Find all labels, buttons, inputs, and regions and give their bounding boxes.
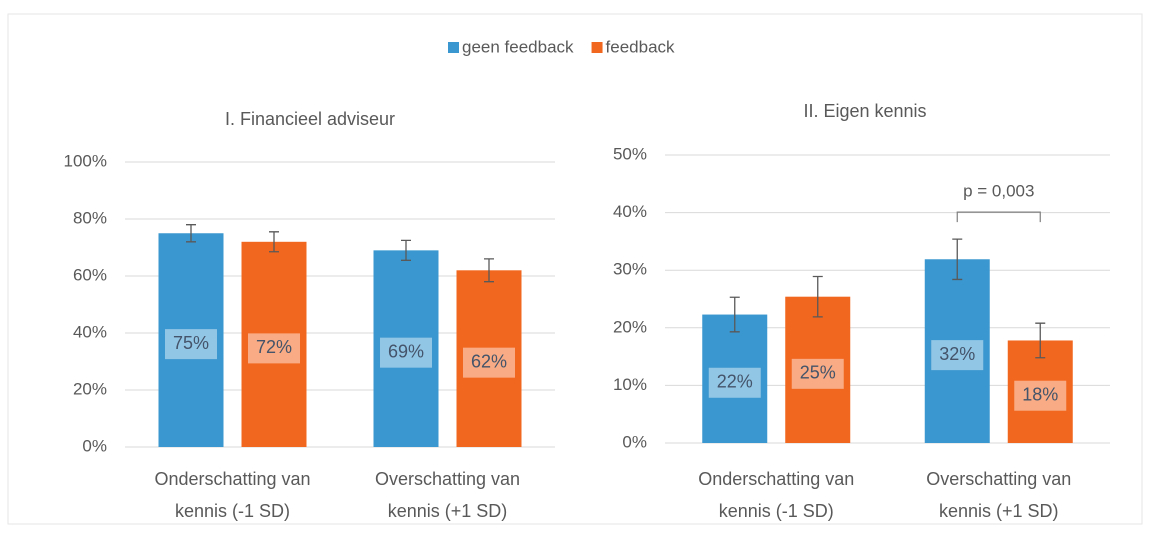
data-label: 32% bbox=[939, 344, 975, 364]
legend-label: geen feedback bbox=[462, 37, 574, 56]
data-label: 22% bbox=[717, 372, 753, 392]
legend-swatch bbox=[591, 42, 603, 53]
error-bar bbox=[401, 239, 411, 261]
data-label-bg bbox=[791, 358, 844, 389]
error-bar bbox=[729, 296, 740, 333]
error-bar bbox=[812, 275, 823, 318]
error-bar bbox=[484, 258, 494, 283]
y-tick-label: 40% bbox=[73, 322, 107, 341]
data-label: 18% bbox=[1022, 384, 1058, 404]
data-label-bg bbox=[708, 367, 761, 398]
data-label-bg bbox=[463, 347, 515, 378]
bar bbox=[702, 314, 768, 443]
bar bbox=[158, 233, 224, 447]
significance-bracket bbox=[956, 211, 1041, 223]
y-tick-label: 0% bbox=[82, 436, 107, 455]
data-label-bg bbox=[931, 340, 984, 371]
bar bbox=[241, 241, 307, 447]
x-tick-label: Onderschatting van bbox=[698, 469, 854, 489]
y-tick-label: 0% bbox=[622, 432, 647, 451]
x-tick-label: Overschatting van bbox=[926, 469, 1071, 489]
bar bbox=[785, 296, 851, 443]
y-tick-label: 20% bbox=[613, 317, 647, 336]
data-label-bg bbox=[1014, 380, 1067, 411]
y-tick-label: 20% bbox=[73, 379, 107, 398]
y-tick-label: 40% bbox=[613, 202, 647, 221]
x-tick-label: Overschatting van bbox=[375, 469, 520, 489]
data-label-bg bbox=[165, 329, 217, 360]
annotation: p = 0,003 bbox=[963, 182, 1034, 201]
y-tick-label: 80% bbox=[73, 208, 107, 227]
bar bbox=[456, 270, 522, 447]
x-tick-label: kennis (+1 SD) bbox=[388, 501, 508, 521]
y-tick-label: 60% bbox=[73, 265, 107, 284]
data-label: 75% bbox=[173, 333, 209, 353]
y-tick-label: 10% bbox=[613, 375, 647, 394]
data-label: 72% bbox=[256, 337, 292, 357]
x-tick-label: kennis (-1 SD) bbox=[719, 501, 834, 521]
chart-title: II. Eigen kennis bbox=[803, 101, 926, 121]
x-tick-label: Onderschatting van bbox=[154, 469, 310, 489]
error-bar bbox=[186, 224, 196, 243]
data-label-bg bbox=[248, 333, 300, 364]
legend-label: feedback bbox=[606, 37, 675, 56]
data-label: 69% bbox=[388, 341, 424, 361]
data-label: 62% bbox=[471, 351, 507, 371]
data-label: 25% bbox=[800, 363, 836, 383]
error-bar bbox=[1035, 322, 1046, 359]
legend-swatch bbox=[448, 42, 459, 53]
y-tick-label: 50% bbox=[613, 144, 647, 163]
x-tick-label: kennis (-1 SD) bbox=[175, 501, 290, 521]
error-bar bbox=[952, 238, 963, 281]
data-label-bg bbox=[380, 337, 432, 368]
chart-title: I. Financieel adviseur bbox=[225, 109, 395, 129]
error-bar bbox=[269, 231, 279, 253]
y-tick-label: 100% bbox=[64, 151, 107, 170]
x-tick-label: kennis (+1 SD) bbox=[939, 501, 1059, 521]
bar bbox=[373, 250, 439, 447]
y-tick-label: 30% bbox=[613, 260, 647, 279]
bar bbox=[924, 259, 990, 443]
